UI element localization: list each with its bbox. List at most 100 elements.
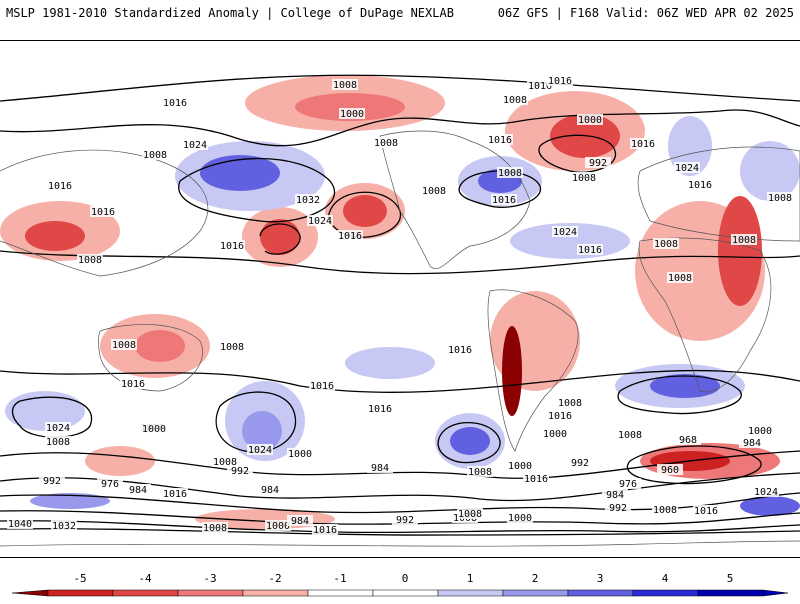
isobar-label: 1008 xyxy=(333,80,357,91)
isobar-label: 992 xyxy=(396,515,414,526)
isobar-label-bg xyxy=(312,524,338,535)
isobar-label: 1000 xyxy=(508,461,532,472)
isobar-label: 1016 xyxy=(578,245,602,256)
isobar-label-bg xyxy=(90,206,116,217)
isobar-labels: 1008101610001008101610081016102410161008… xyxy=(7,75,793,536)
isobar-label-bg xyxy=(731,234,757,245)
map-svg: 1008101610001008101610081016102410161008… xyxy=(0,74,800,547)
isobar-label: 1016 xyxy=(313,525,337,536)
isobar-label: 1024 xyxy=(308,216,332,227)
isobar-label-bg xyxy=(675,434,701,445)
isobar-label-bg xyxy=(547,410,573,421)
colorbar-box xyxy=(437,589,504,597)
isobar-label: 1008 xyxy=(558,398,582,409)
colorbar-tick-label: -5 xyxy=(73,572,86,585)
isobar-label: 1016 xyxy=(220,241,244,252)
isobar-label: 992 xyxy=(589,158,607,169)
isobar-label: 1016 xyxy=(694,506,718,517)
isobar xyxy=(437,422,501,464)
isobar-label: 1016 xyxy=(548,411,572,422)
colorbar-tick-label: 0 xyxy=(402,572,409,585)
isobar-label: 1024 xyxy=(183,140,207,151)
isobar-label: 1000 xyxy=(288,449,312,460)
isobar xyxy=(458,170,541,208)
isobar-label: 1008 xyxy=(112,340,136,351)
isobar-label-bg xyxy=(523,473,549,484)
isobar-label: 1008 xyxy=(732,235,756,246)
isobar-label-bg xyxy=(487,134,513,145)
anomaly-negative-drake-core xyxy=(450,427,490,455)
anomaly-positive-africa-core xyxy=(718,196,762,306)
isobar-label: 1000 xyxy=(142,424,166,435)
isobar-label-bg xyxy=(47,180,73,191)
isobar-label-bg xyxy=(615,478,641,489)
coastline-north-america xyxy=(379,130,531,269)
isobar-label: 1024 xyxy=(46,423,70,434)
isobar-label-bg xyxy=(653,238,679,249)
isobar-label-bg xyxy=(219,240,245,251)
isobar-label-bg xyxy=(567,457,593,468)
colorbar-box xyxy=(502,589,569,597)
coastline-eurasia xyxy=(0,149,209,277)
anomaly-negative-east-pacific xyxy=(345,347,435,379)
isobar-label-bg xyxy=(367,403,393,414)
model-run-info: 06Z GFS | F168 Valid: 06Z WED APR 02 202… xyxy=(497,6,794,20)
isobar-label-bg xyxy=(457,508,483,519)
isobar-label-bg xyxy=(507,460,533,471)
isobar-label-bg xyxy=(467,466,493,477)
isobar-label-bg xyxy=(552,226,578,237)
isobar-label: 1016 xyxy=(310,381,334,392)
anomaly-positive-australia-core xyxy=(135,330,185,362)
isobar xyxy=(0,510,800,525)
colorbar-tick-labels: -5 -4 -3 -2 -1 0 1 2 3 4 5 xyxy=(73,572,733,585)
isobar-label: 984 xyxy=(291,516,309,527)
isobar-label: 1008 xyxy=(220,342,244,353)
colorbar-tick-label: 4 xyxy=(662,572,669,585)
colorbar-tick-label: -4 xyxy=(138,572,152,585)
colorbar-tick-label: 5 xyxy=(727,572,734,585)
isobar-label-bg xyxy=(602,489,628,500)
isobar-label-bg xyxy=(45,422,71,433)
isobar-label-bg xyxy=(227,465,253,476)
colorbar-box xyxy=(697,589,764,597)
isobar-label: 1008 xyxy=(653,505,677,516)
colorbar-box xyxy=(372,589,439,597)
coastline-africa xyxy=(638,237,772,393)
isobar-label: 1000 xyxy=(543,429,567,440)
isobar-label-bg xyxy=(652,504,678,515)
isobar-label: 1016 xyxy=(548,76,572,87)
anomaly-shading xyxy=(0,75,800,529)
isobar-label: 1008 xyxy=(143,150,167,161)
isobar-label: 1008 xyxy=(213,457,237,468)
isobar-label-bg xyxy=(421,185,447,196)
colorbar-boxes xyxy=(11,589,789,597)
isobar-label: 1008 xyxy=(203,523,227,534)
colorbar-box xyxy=(632,589,699,597)
isobar-label-bg xyxy=(7,518,33,529)
isobar xyxy=(0,369,800,393)
isobar-label-bg xyxy=(547,75,573,86)
colorbar-tick-label: -2 xyxy=(268,572,281,585)
isobar-label-bg xyxy=(45,436,71,447)
isobar-label: 1016 xyxy=(528,81,552,92)
isobar-label-bg xyxy=(557,397,583,408)
anomaly-positive-pacific-1-core xyxy=(343,195,387,227)
isobar-label-bg xyxy=(120,378,146,389)
isobar-label-bg xyxy=(753,486,779,497)
colorbar-tick-label: 1 xyxy=(467,572,474,585)
isobar-label-bg xyxy=(491,194,517,205)
isobar-label: 1008 xyxy=(503,95,527,106)
isobar-label-bg xyxy=(295,194,321,205)
isobar-label-bg xyxy=(527,80,553,91)
isobar xyxy=(0,74,800,102)
isobar-label: 1040 xyxy=(8,519,32,530)
isobar-label: 1024 xyxy=(754,487,778,498)
colorbar-box xyxy=(47,589,114,597)
colorbar-svg: -5 -4 -3 -2 -1 0 1 2 3 4 5 xyxy=(11,572,789,597)
isobar-label: 984 xyxy=(129,485,147,496)
isobar-label: 992 xyxy=(571,458,589,469)
isobar-label-bg xyxy=(307,215,333,226)
isobar-label: 1008 xyxy=(498,168,522,179)
isobar-label: 1008 xyxy=(572,173,596,184)
isobar-label: 1008 xyxy=(618,430,642,441)
